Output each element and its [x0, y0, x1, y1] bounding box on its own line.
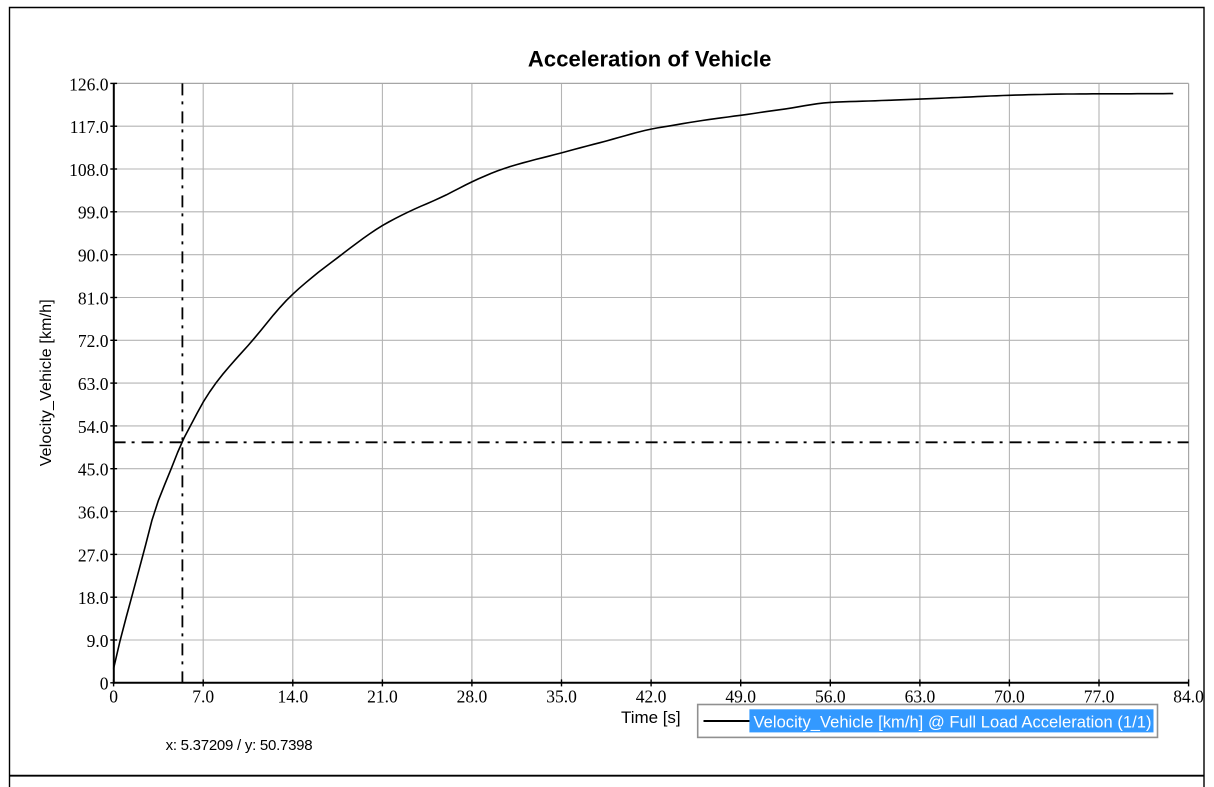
svg-text:Velocity_Vehicle [km/h]: Velocity_Vehicle [km/h]	[38, 299, 55, 466]
svg-text:63.0: 63.0	[78, 374, 109, 394]
svg-text:90.0: 90.0	[78, 246, 109, 266]
svg-text:28.0: 28.0	[457, 687, 488, 707]
svg-text:27.0: 27.0	[78, 545, 109, 565]
svg-text:108.0: 108.0	[69, 160, 109, 180]
svg-text:70.0: 70.0	[994, 687, 1025, 707]
svg-text:18.0: 18.0	[78, 588, 109, 608]
svg-text:21.0: 21.0	[367, 687, 398, 707]
svg-text:117.0: 117.0	[70, 117, 109, 137]
svg-text:63.0: 63.0	[905, 687, 936, 707]
svg-text:81.0: 81.0	[78, 288, 109, 308]
svg-text:45.0: 45.0	[78, 460, 109, 480]
svg-text:49.0: 49.0	[725, 687, 756, 707]
svg-text:7.0: 7.0	[192, 687, 214, 707]
svg-text:14.0: 14.0	[277, 687, 308, 707]
svg-text:Velocity_Vehicle [km/h] @ Full: Velocity_Vehicle [km/h] @ Full Load Acce…	[754, 714, 1152, 732]
svg-text:x: 5.37209 / y: 50.7398: x: 5.37209 / y: 50.7398	[166, 737, 313, 754]
svg-text:54.0: 54.0	[78, 417, 109, 437]
svg-text:77.0: 77.0	[1084, 687, 1115, 707]
svg-text:42.0: 42.0	[636, 687, 667, 707]
svg-text:0: 0	[109, 687, 118, 707]
svg-text:84.0: 84.0	[1173, 687, 1204, 707]
svg-text:126.0: 126.0	[69, 74, 109, 94]
svg-text:0: 0	[100, 674, 109, 694]
svg-text:35.0: 35.0	[546, 687, 577, 707]
svg-text:99.0: 99.0	[78, 203, 109, 223]
svg-text:Time [s]: Time [s]	[621, 708, 681, 727]
svg-text:9.0: 9.0	[87, 631, 109, 651]
svg-text:36.0: 36.0	[78, 502, 109, 522]
svg-text:56.0: 56.0	[815, 687, 846, 707]
svg-text:72.0: 72.0	[78, 331, 109, 351]
svg-text:Acceleration of Vehicle: Acceleration of Vehicle	[528, 47, 772, 72]
